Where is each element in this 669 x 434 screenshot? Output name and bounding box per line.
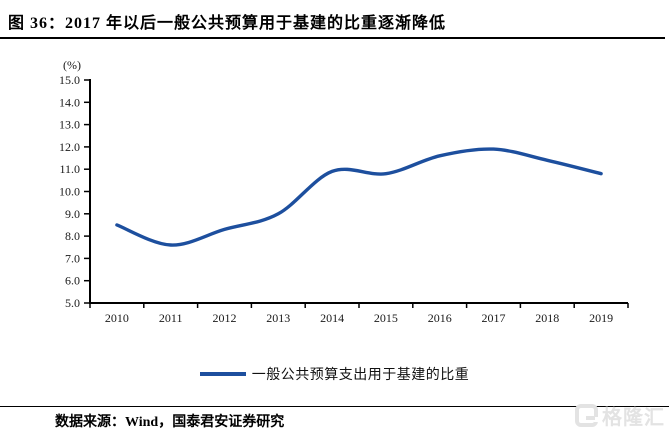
- x-tick-label: 2017: [482, 311, 506, 325]
- x-tick-label: 2015: [374, 311, 398, 325]
- title-underline: [0, 37, 665, 39]
- x-tick-label: 2019: [589, 311, 613, 325]
- x-tick-label: 2016: [428, 311, 452, 325]
- watermark-text: 格隆汇: [602, 407, 665, 429]
- y-tick-label: 14.0: [59, 95, 80, 109]
- y-tick-label: 6.0: [65, 274, 80, 288]
- y-tick-label: 10.0: [59, 185, 80, 199]
- y-tick-label: 5.0: [65, 296, 80, 310]
- data-source-text: 数据来源：Wind，国泰君安证券研究: [55, 415, 285, 430]
- legend-line-swatch: [199, 372, 246, 376]
- footer-divider: [0, 406, 669, 407]
- gelonghui-watermark: 格隆汇: [575, 401, 665, 430]
- y-tick-label: 7.0: [65, 251, 80, 265]
- legend-label: 一般公共预算支出用于基建的比重: [251, 368, 470, 383]
- x-tick-label: 2010: [105, 311, 129, 325]
- y-tick-label: 8.0: [65, 229, 80, 243]
- x-tick-label: 2014: [320, 311, 344, 325]
- y-tick-label: 13.0: [59, 118, 80, 132]
- series-line: [115, 147, 603, 247]
- x-tick-label: 2013: [266, 311, 290, 325]
- y-tick-label: 9.0: [65, 207, 80, 221]
- x-tick-label: 2012: [213, 311, 237, 325]
- chart-legend: 一般公共预算支出用于基建的比重: [0, 364, 669, 384]
- line-chart: 5.0 6.0 7.0 8.0 9.0 10.0 11.0 12.0 13.0 14.0 15.0(…: [59, 58, 629, 325]
- y-tick-label: 12.0: [59, 140, 80, 154]
- figure-title: 图 36：2017 年以后一般公共预算用于基建的比重逐渐降低: [8, 15, 447, 32]
- gelonghui-logo-icon: [575, 404, 598, 427]
- x-tick-label: 2018: [535, 311, 559, 325]
- y-tick-label: 11.0: [59, 162, 80, 176]
- y-tick-label: 15.0: [59, 73, 80, 87]
- x-tick-label: 2011: [159, 311, 183, 325]
- y-axis-unit-label: (%): [63, 58, 81, 72]
